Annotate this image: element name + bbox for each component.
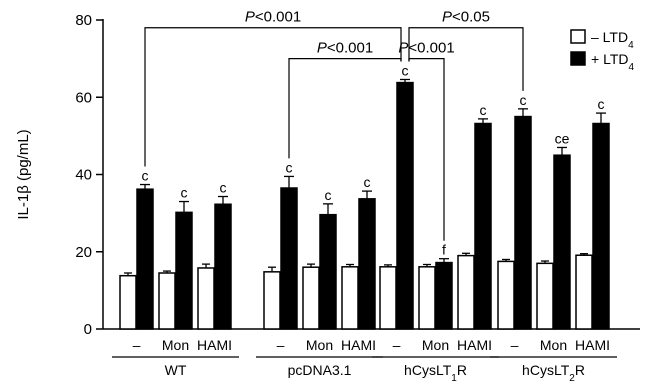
legend-swatch-minus <box>570 29 586 44</box>
significance-letter: c <box>598 96 605 112</box>
bar-plus-ltd4 <box>214 203 232 330</box>
significance-letter: ce <box>555 130 570 146</box>
bar-plus-ltd4 <box>435 261 453 330</box>
bar-minus-ltd4 <box>158 272 176 330</box>
significance-letter: c <box>286 159 293 175</box>
condition-label: – <box>277 337 285 353</box>
bar-minus-ltd4 <box>497 260 515 330</box>
significance-letter: c <box>520 92 527 108</box>
bar-minus-ltd4 <box>457 254 475 330</box>
bar-plus-ltd4 <box>319 213 337 330</box>
legend-swatch-plus <box>570 51 586 66</box>
bars <box>119 78 610 330</box>
bar-minus-ltd4 <box>197 267 215 330</box>
group-label: hCysLT2R <box>522 362 585 384</box>
significance-letter: c <box>181 185 188 201</box>
bar-minus-ltd4 <box>119 274 137 330</box>
bar-plus-ltd4 <box>514 115 532 330</box>
annotations: c c c c c c c f c c ce c P<0.001 P<0.05 P<0.001 P<0.001 <box>142 9 605 258</box>
condition-label: HAMI <box>575 337 610 353</box>
condition-label: Mon <box>422 337 449 353</box>
condition-label: – <box>133 337 141 353</box>
condition-label: HAMI <box>457 337 492 353</box>
axes: 0 20 40 60 80 IL-1β (pg/mL) – Mon HAMI WT – Mon HAMI… <box>15 12 640 384</box>
y-tick-label: 20 <box>75 244 92 261</box>
y-tick-label: 80 <box>75 12 92 29</box>
condition-label: – <box>511 337 519 353</box>
bar-plus-ltd4 <box>280 187 298 330</box>
significance-letter: c <box>142 168 149 184</box>
bar-plus-ltd4 <box>358 198 376 330</box>
bar-plus-ltd4 <box>592 122 610 330</box>
y-tick-label: 40 <box>75 167 92 184</box>
bar-minus-ltd4 <box>418 266 436 330</box>
bar-minus-ltd4 <box>536 262 554 330</box>
bar-plus-ltd4 <box>474 122 492 330</box>
bar-minus-ltd4 <box>575 254 593 330</box>
significance-letter: c <box>480 102 487 118</box>
condition-label: Mon <box>540 337 567 353</box>
bar-plus-ltd4 <box>136 188 154 330</box>
comparison-bracket <box>288 58 402 159</box>
comparison-bracket <box>408 27 524 91</box>
comparison-bracket <box>408 58 445 241</box>
condition-label: HAMI <box>341 337 376 353</box>
legend: – LTD4+ LTD4 <box>570 29 634 73</box>
significance-letter: c <box>402 62 409 78</box>
group-label: pcDNA3.1 <box>288 362 352 378</box>
y-tick-label: 0 <box>84 321 92 338</box>
significance-letter: c <box>364 174 371 190</box>
significance-letter: f <box>442 242 446 258</box>
p-value-label: P<0.001 <box>398 40 454 57</box>
group-label: WT <box>165 362 187 378</box>
condition-label: Mon <box>162 337 189 353</box>
significance-letter: c <box>325 187 332 203</box>
bar-plus-ltd4 <box>175 211 193 330</box>
p-value-label: P<0.05 <box>442 9 490 26</box>
bar-plus-ltd4 <box>553 154 571 330</box>
y-axis-label: IL-1β (pg/mL) <box>15 129 32 219</box>
bar-minus-ltd4 <box>379 266 397 330</box>
condition-label: – <box>393 337 401 353</box>
group-label: hCysLT1R <box>404 362 467 384</box>
legend-label: + LTD4 <box>591 51 634 73</box>
y-tick-label: 60 <box>75 89 92 106</box>
condition-label: Mon <box>306 337 333 353</box>
condition-label: HAMI <box>197 337 232 353</box>
significance-letter: c <box>220 180 227 196</box>
bar-minus-ltd4 <box>341 266 359 330</box>
bar-minus-ltd4 <box>302 266 320 330</box>
comparison-bracket <box>144 27 402 167</box>
p-value-label: P<0.001 <box>245 9 301 26</box>
legend-label: – LTD4 <box>591 29 634 51</box>
bar-plus-ltd4 <box>396 81 414 330</box>
bar-minus-ltd4 <box>263 271 281 330</box>
p-value-label: P<0.001 <box>317 40 373 57</box>
